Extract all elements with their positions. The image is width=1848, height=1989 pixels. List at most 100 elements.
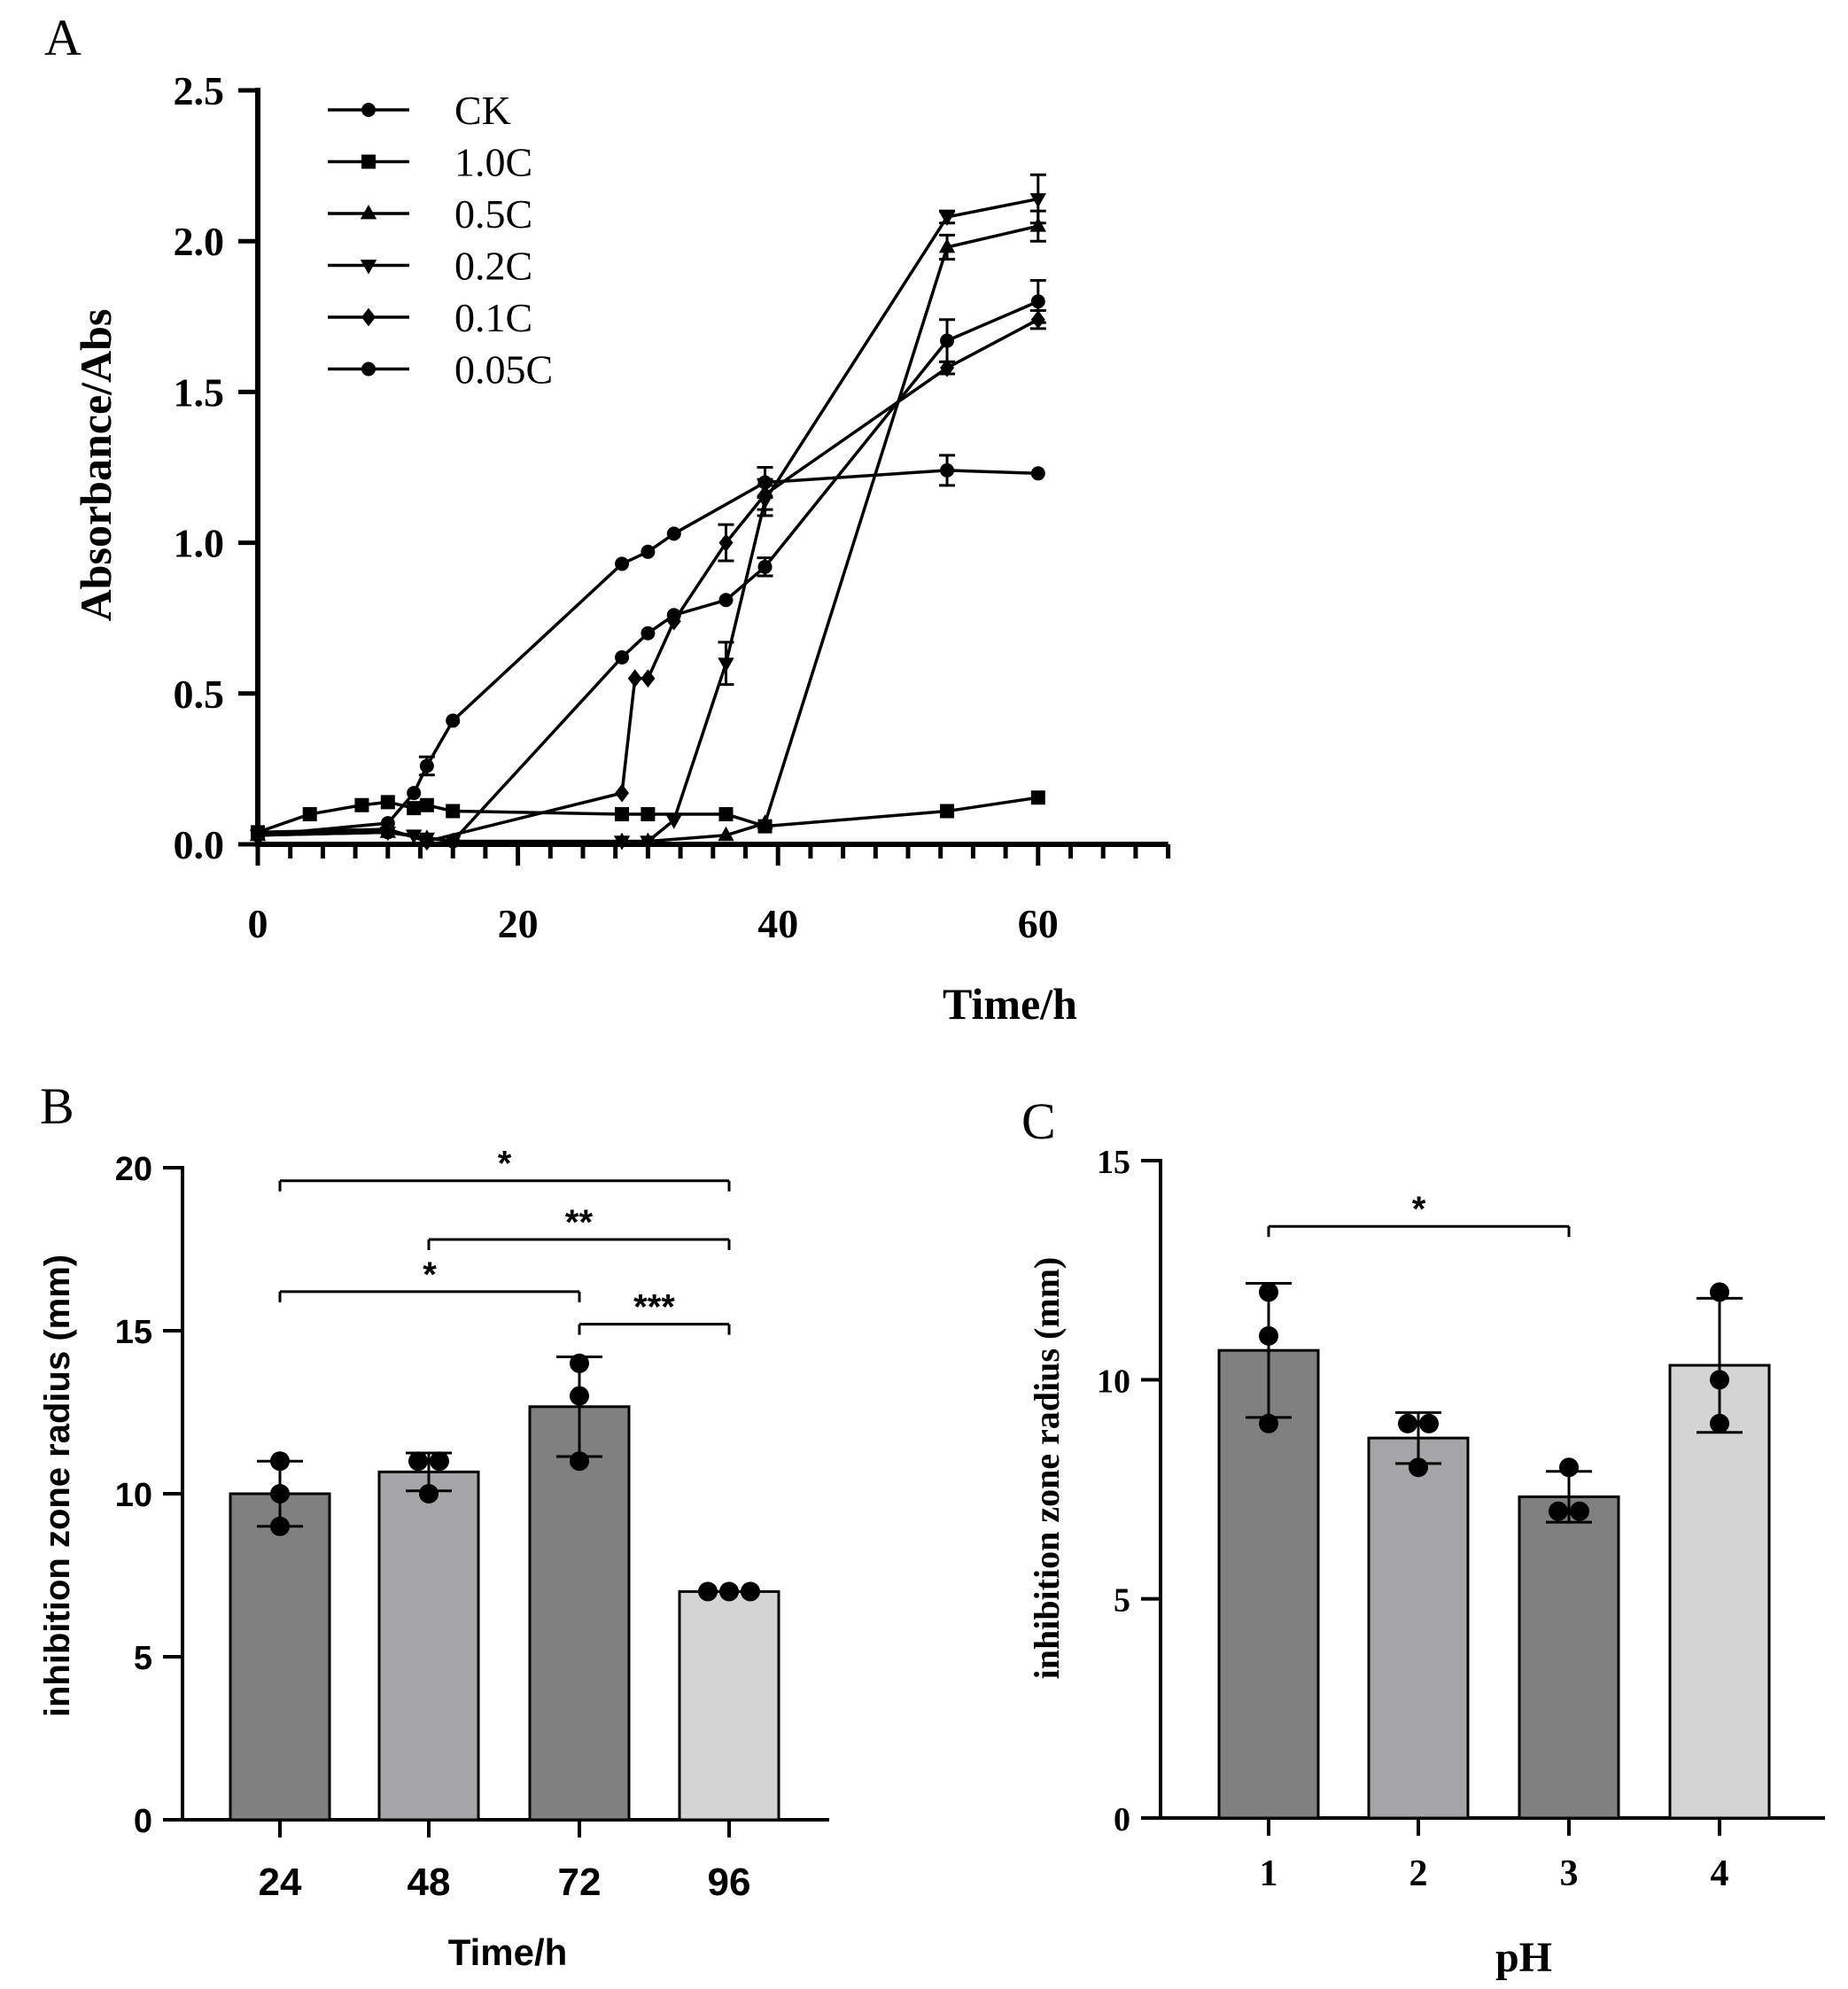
data-point — [641, 806, 656, 821]
data-point — [718, 657, 734, 672]
legend-label: 0.2C — [454, 244, 532, 289]
data-point — [615, 649, 630, 664]
bar-4 — [1668, 1364, 1771, 1820]
panel-b-x-tick-label: 72 — [558, 1861, 602, 1904]
panel-c-y-axis-label: inhibition zone radius (mm) — [1027, 1257, 1067, 1680]
line-chart-panel-a: 0.0 0.5 1.0 1.5 2.0 2.5 0 20 40 60 CK 1.0C 0.5C 0.2C… — [71, 68, 1171, 1029]
data-point — [615, 806, 630, 821]
data-point — [665, 814, 682, 829]
series-CK — [251, 454, 1045, 843]
panel-a-x-tick-label: 0 — [248, 901, 268, 946]
panel-b-y-tick-label: 5 — [134, 1640, 152, 1677]
panel-a-label: A — [44, 9, 82, 66]
panel-a-axes — [238, 88, 1171, 866]
panel-b-x-tick-label: 48 — [408, 1861, 451, 1904]
data-point — [302, 806, 317, 821]
legend-marker — [360, 205, 377, 220]
significance-label: *** — [633, 1288, 675, 1327]
panel-a-y-tick-label: 0.5 — [174, 672, 225, 717]
legend-label: 1.0C — [454, 140, 532, 185]
panel-c-x-tick-label: 3 — [1560, 1853, 1579, 1894]
data-point — [718, 593, 734, 608]
panel-b-y-axis-label: inhibition zone radius (mm) — [38, 1255, 77, 1717]
legend-item: 0.5C — [328, 191, 532, 237]
panel-b-y-tick-label: 15 — [115, 1314, 152, 1351]
significance-bracket: ** — [427, 1203, 731, 1250]
panel-c-y-tick-label: 15 — [1097, 1144, 1130, 1181]
bar-24 — [229, 1492, 331, 1822]
significance-bracket: * — [278, 1145, 731, 1192]
replicate-point — [1409, 1457, 1428, 1478]
data-point — [666, 608, 681, 623]
legend-marker — [361, 154, 376, 169]
data-point — [940, 462, 955, 478]
data-point — [938, 211, 956, 226]
replicate-point — [1259, 1413, 1278, 1433]
replicate-point — [1549, 1501, 1568, 1521]
panel-b-x-tick-label: 24 — [259, 1861, 302, 1904]
series-0.2C — [249, 173, 1046, 851]
panel-c-label: C — [1021, 1092, 1056, 1150]
significance-bracket: * — [278, 1255, 581, 1302]
replicate-point — [408, 1451, 428, 1472]
significance-bracket: *** — [578, 1288, 731, 1335]
legend-item: 0.1C — [328, 295, 532, 340]
data-point — [615, 783, 630, 803]
legend-item: CK — [328, 88, 511, 133]
series-0.05C — [251, 278, 1046, 849]
series-line — [257, 469, 1038, 837]
data-point — [1030, 294, 1045, 309]
panel-a-x-tick-label: 20 — [498, 901, 539, 946]
data-point — [938, 238, 956, 253]
bar-48 — [377, 1470, 480, 1822]
bar-2 — [1367, 1436, 1470, 1820]
data-point — [446, 713, 461, 728]
panel-a-x-axis-label: Time/h — [943, 979, 1077, 1029]
replicate-point — [570, 1353, 589, 1373]
replicate-point — [1710, 1282, 1729, 1302]
panel-c-significance: * — [1267, 1190, 1571, 1238]
legend-label: CK — [454, 88, 511, 133]
significance-bracket: * — [1267, 1190, 1571, 1238]
replicate-point — [1710, 1370, 1729, 1390]
significance-label: * — [423, 1255, 437, 1294]
data-point — [641, 625, 656, 641]
legend-item: 0.2C — [328, 244, 532, 289]
data-point — [419, 797, 434, 812]
series-line — [257, 197, 1039, 843]
panel-a-y-tick-label: 2.0 — [174, 219, 225, 264]
data-point — [380, 825, 395, 840]
panel-c-y-tick-label: 10 — [1097, 1363, 1130, 1400]
legend-label: 0.1C — [454, 295, 532, 340]
replicate-point — [430, 1451, 449, 1472]
panel-a-y-tick-label: 1.0 — [174, 521, 225, 566]
panel-c-x-tick-label: 1 — [1260, 1853, 1278, 1894]
significance-label: * — [498, 1145, 512, 1184]
bar-3 — [1518, 1495, 1620, 1820]
data-point — [718, 533, 734, 552]
panel-b-y-tick-label: 10 — [115, 1477, 152, 1514]
significance-label: ** — [565, 1203, 594, 1242]
replicate-point — [270, 1484, 290, 1503]
data-point — [615, 556, 630, 571]
data-point — [407, 801, 422, 816]
panel-c-x-tick-label: 4 — [1711, 1853, 1729, 1894]
panel-b-bars — [229, 1353, 780, 1822]
data-point — [641, 669, 656, 688]
replicate-point — [741, 1581, 760, 1602]
panel-b-y-tick-label: 20 — [115, 1151, 152, 1188]
panel-a-y-tick-label: 1.5 — [174, 369, 225, 415]
replicate-point — [719, 1581, 739, 1602]
series-0.5C — [249, 209, 1046, 847]
panel-c-bars — [1217, 1282, 1771, 1820]
series-0.1C — [251, 308, 1046, 851]
data-point — [666, 526, 681, 541]
panel-b-label: B — [40, 1077, 74, 1135]
panel-b-y-tick-label: 0 — [134, 1803, 152, 1840]
data-point — [251, 825, 265, 840]
data-point — [627, 669, 642, 688]
data-point — [1029, 217, 1046, 232]
panel-a-y-tick-label: 0.0 — [174, 822, 225, 867]
